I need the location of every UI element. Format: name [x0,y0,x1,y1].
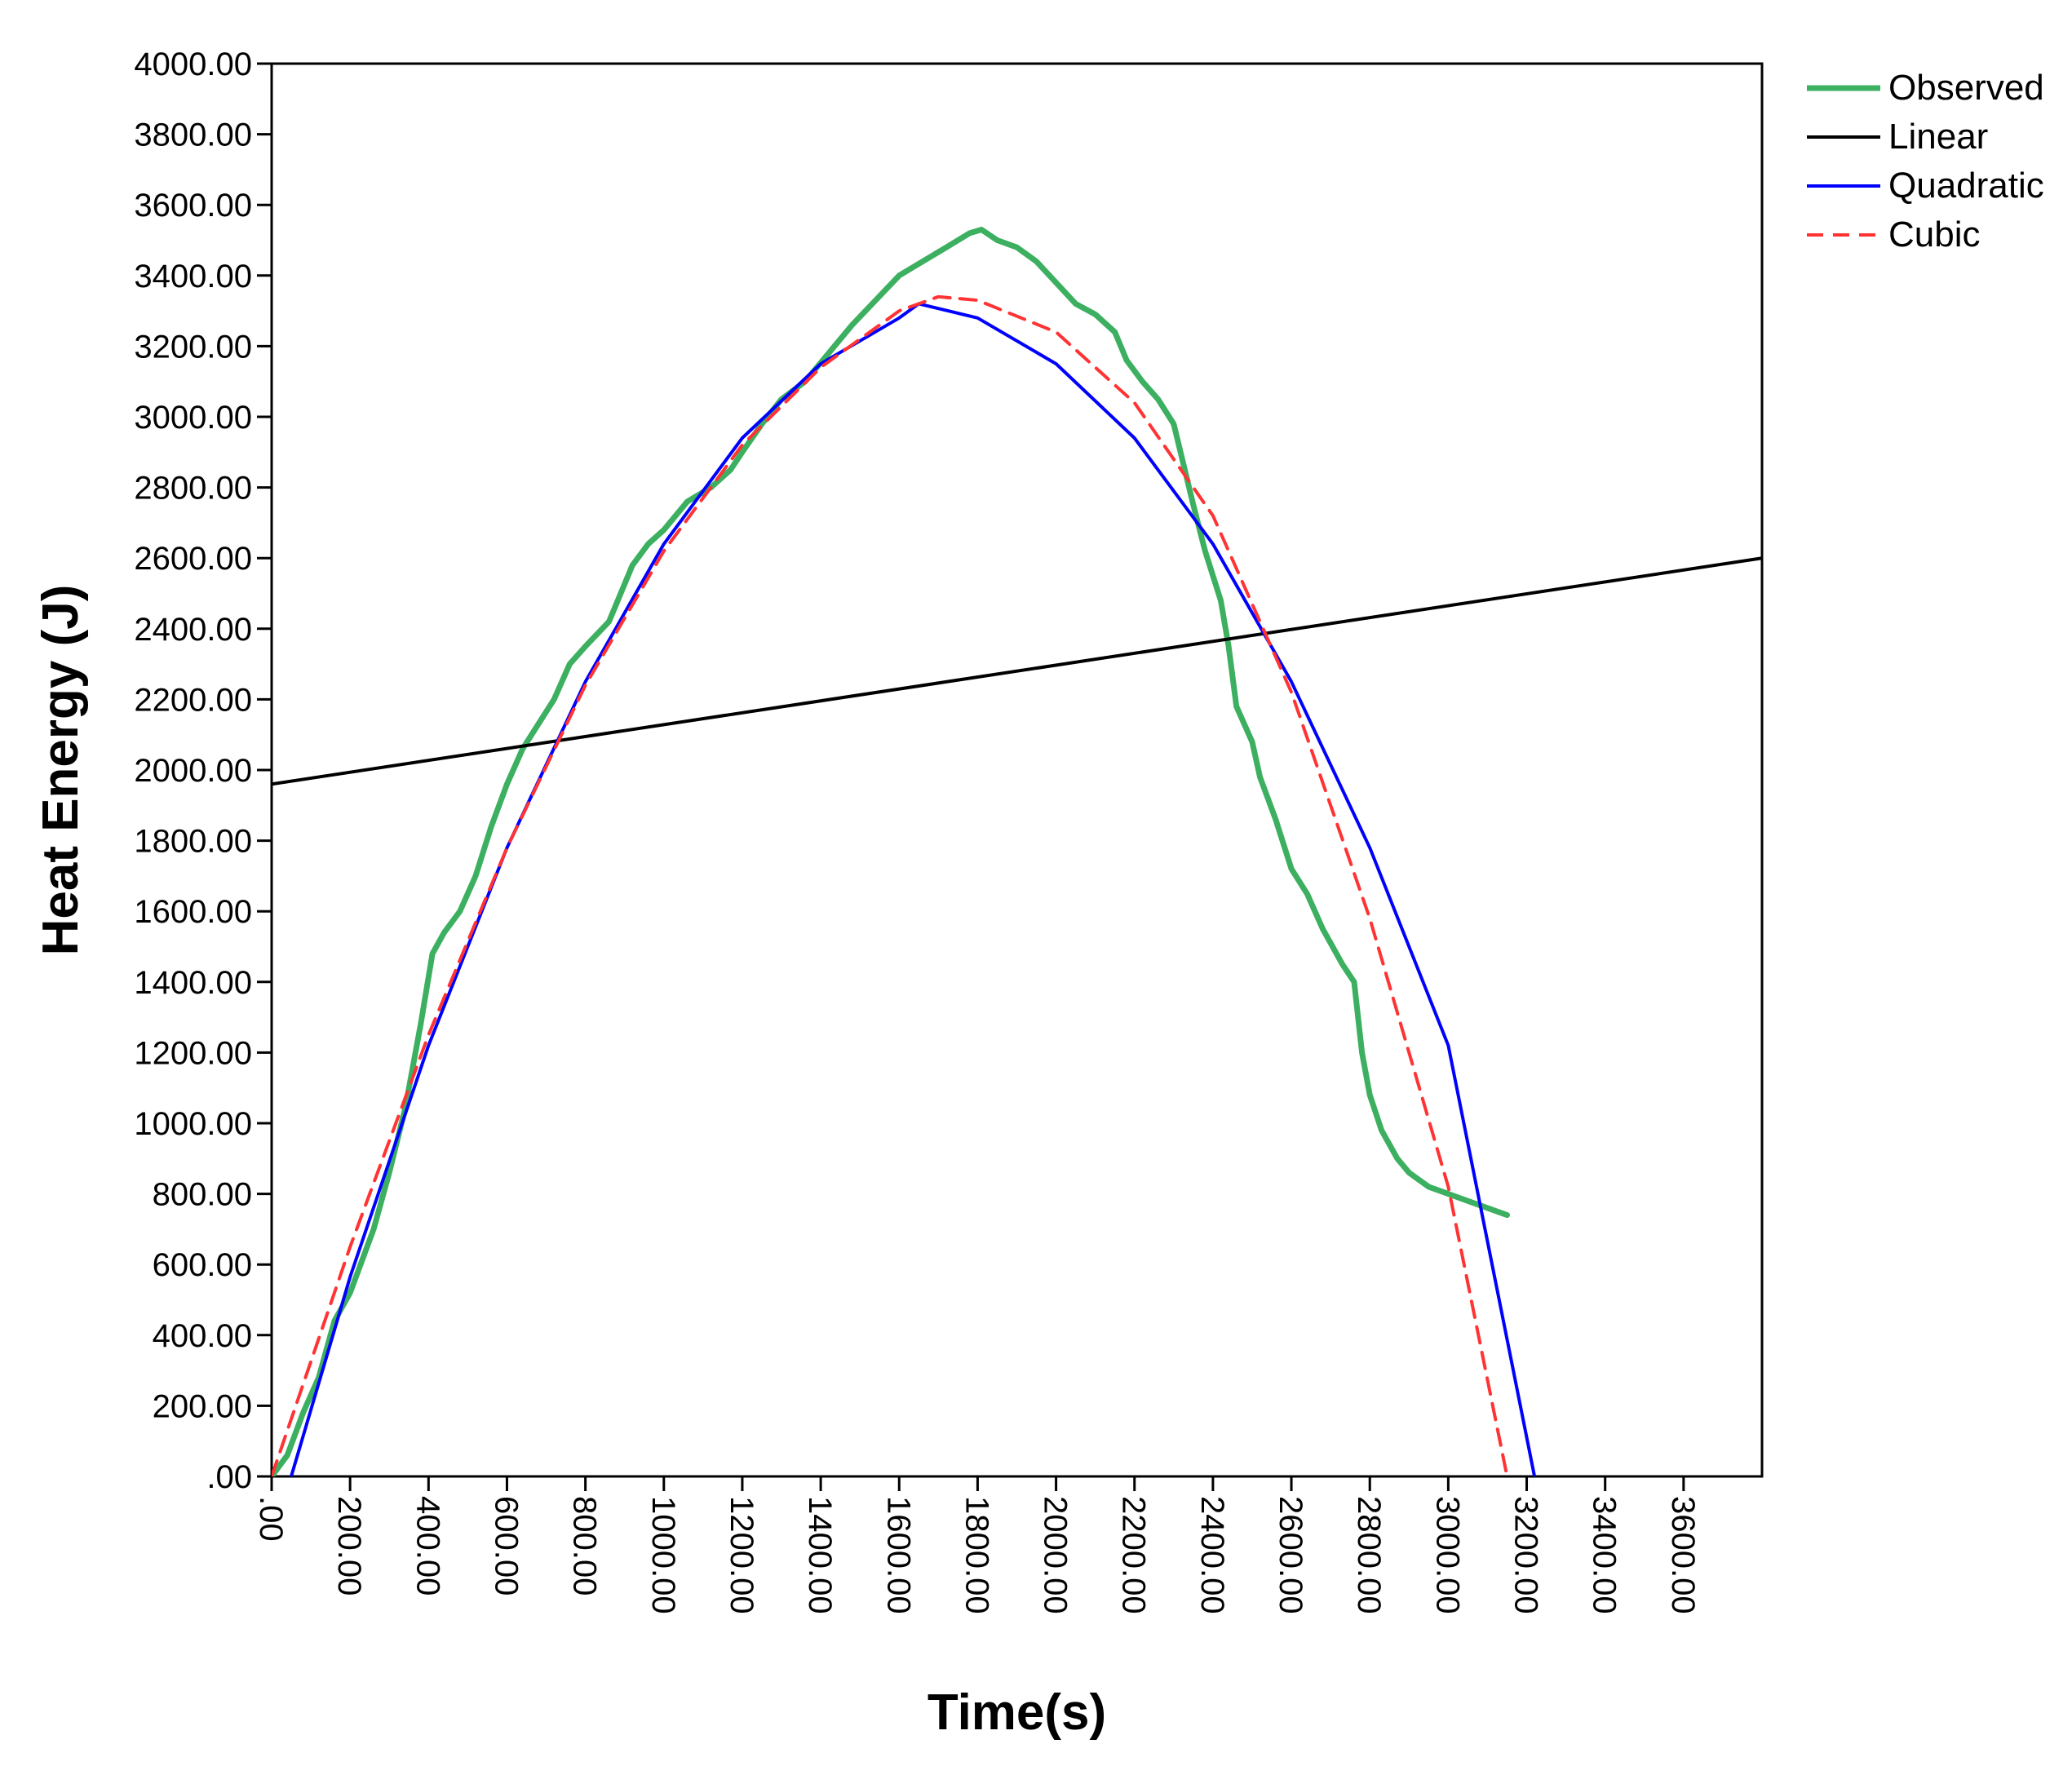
axis-titles: Time(s) Heat Energy (J) [33,585,1106,1741]
y-tick-label: 3000.00 [134,400,252,436]
y-tick-label: 4000.00 [134,46,252,82]
legend-label-linear: Linear [1888,117,1988,157]
y-tick-label: 1800.00 [134,824,252,860]
y-tick-label: 1000.00 [134,1106,252,1142]
x-tick-label: 2600.00 [1273,1496,1308,1614]
x-tick-label: 1400.00 [802,1496,838,1614]
y-tick-label: .00 [206,1459,252,1495]
y-tick-label: 200.00 [153,1388,252,1424]
legend-label-cubic: Cubic [1888,215,1981,254]
y-tick-label: 1600.00 [134,894,252,930]
y-tick-label: 600.00 [153,1247,252,1283]
x-axis-title: Time(s) [928,1684,1106,1741]
y-tick-label: 2000.00 [134,753,252,789]
x-tick-label: 2400.00 [1194,1496,1230,1614]
legend-label-observed: Observed [1888,68,2044,108]
x-tick-label: 1800.00 [959,1496,994,1614]
y-tick-label: 1400.00 [134,965,252,1001]
x-tick-label: 1200.00 [724,1496,759,1614]
x-tick-label: 3200.00 [1508,1496,1544,1614]
series-layer [272,227,1762,1476]
x-tick-label: 3600.00 [1665,1496,1701,1614]
y-tick-label: 2400.00 [134,612,252,648]
y-axis-title: Heat Energy (J) [33,585,89,956]
axes-layer: .00 200.00 400.00 600.00 800.00 1000.00 1200.0… [134,46,1764,1614]
series-line-cubic [272,294,1509,1476]
y-tick-label: 3800.00 [134,117,252,153]
series-line-quadratic [290,302,1537,1476]
x-tick-label: 2200.00 [1116,1496,1152,1614]
y-tick-label: 2800.00 [134,471,252,507]
legend: Observed Linear Quadratic Cubic [1807,68,2044,254]
series-line-observed [272,227,1510,1476]
series-line-linear [272,556,1762,786]
y-tick-label: 3200.00 [134,329,252,365]
y-tick-label: 2600.00 [134,541,252,577]
x-tick-label: 800.00 [567,1496,603,1596]
x-tick-label: 200.00 [331,1496,367,1596]
y-tick-label: 1200.00 [134,1035,252,1071]
x-tick-label: 400.00 [410,1496,445,1596]
x-tick-label: 1600.00 [880,1496,916,1614]
x-tick-label: .00 [253,1496,289,1542]
x-tick-label: 3000.00 [1429,1496,1465,1614]
x-tick-label: 2800.00 [1351,1496,1387,1614]
y-tick-label: 3600.00 [134,188,252,224]
x-tick-label: 600.00 [488,1496,524,1596]
legend-label-quadratic: Quadratic [1888,166,2044,206]
x-tick-label: 2000.00 [1038,1496,1074,1614]
x-tick-label: 1000.00 [645,1496,681,1614]
y-tick-label: 800.00 [153,1177,252,1213]
plot-frame [270,62,1764,1478]
x-tick-label: 3400.00 [1587,1496,1623,1614]
y-tick-label: 3400.00 [134,259,252,294]
y-tick-label: 2200.00 [134,682,252,718]
y-tick-label: 400.00 [153,1318,252,1354]
